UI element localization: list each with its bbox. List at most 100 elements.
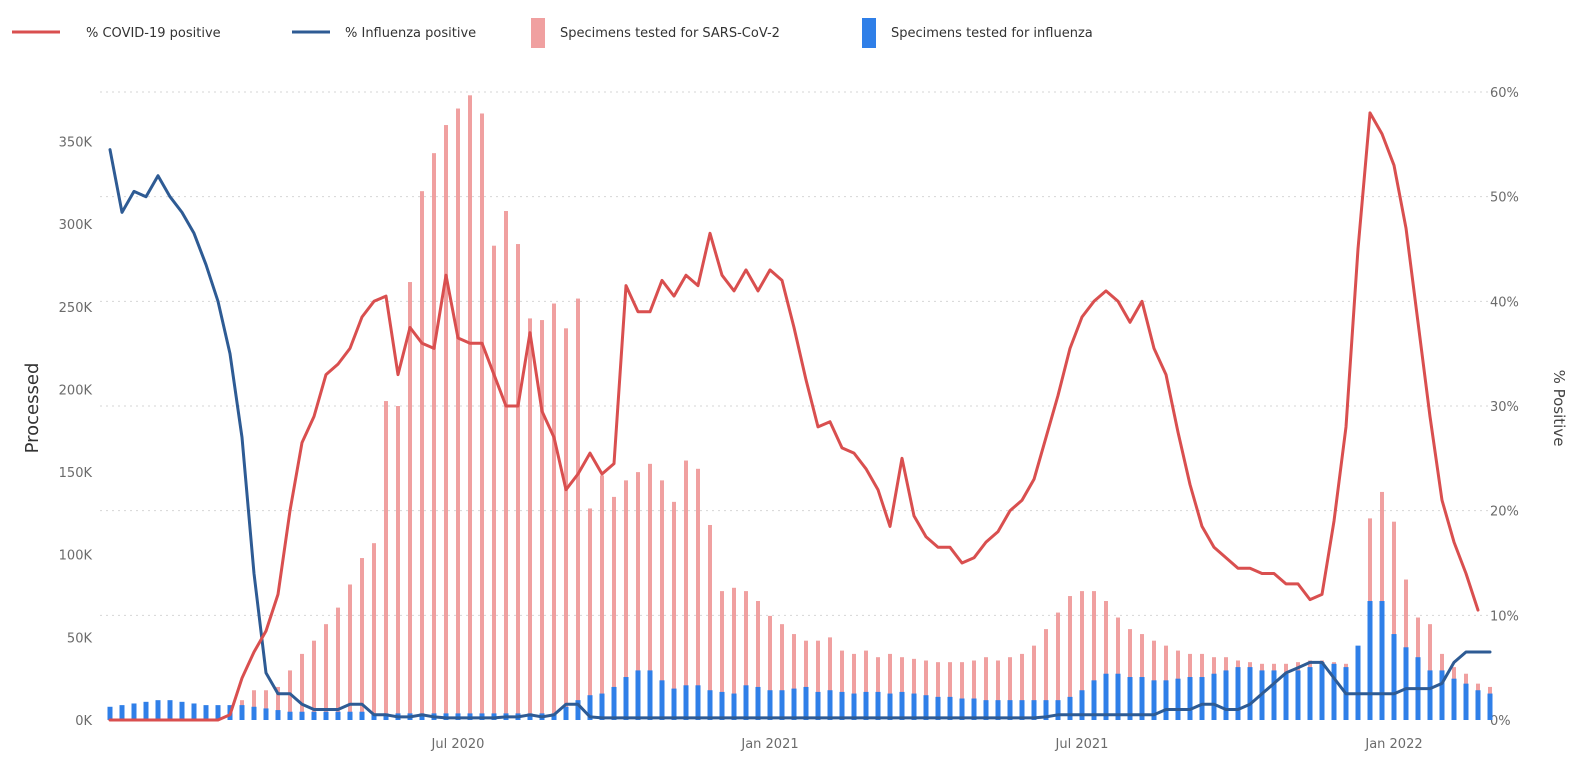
influenza-bar <box>1295 670 1301 720</box>
sars-cov-2-bar <box>1092 591 1096 720</box>
influenza-bar <box>899 691 905 720</box>
sars-cov-2-bar <box>1008 657 1012 720</box>
sars-cov-2-bar <box>828 637 832 720</box>
y-right-tick-label: 20% <box>1490 505 1519 520</box>
influenza-bar <box>107 706 113 720</box>
influenza-bar <box>995 700 1001 720</box>
y-left-tick-label: 0K <box>75 714 92 729</box>
influenza-bar <box>743 685 749 720</box>
influenza-bar <box>647 670 653 720</box>
legend-label-sars-cov-2-tested: Specimens tested for SARS-CoV-2 <box>560 26 780 41</box>
influenza-bar <box>1475 690 1481 720</box>
sars-cov-2-bar <box>912 658 916 720</box>
sars-cov-2-bar <box>1068 596 1072 720</box>
influenza-bar <box>659 680 665 720</box>
influenza-bar <box>143 701 149 720</box>
influenza-bar <box>275 710 281 720</box>
influenza-bar <box>1223 670 1229 720</box>
influenza-bar <box>119 705 125 720</box>
influenza-bar <box>131 703 137 720</box>
influenza-bar <box>1031 700 1037 720</box>
legend: % COVID-19 positive % Influenza positive… <box>12 18 1093 48</box>
influenza-bar <box>239 705 245 720</box>
influenza-bar <box>851 693 857 720</box>
covid-positive-line <box>108 111 1480 722</box>
influenza-bar <box>863 691 869 720</box>
influenza-bar <box>827 690 833 720</box>
sars-cov-2-bar <box>972 660 976 720</box>
sars-cov-2-bar <box>600 475 604 720</box>
sars-cov-2-bar <box>816 640 820 720</box>
sars-cov-2-bar <box>648 463 652 720</box>
influenza-bar <box>1319 662 1325 720</box>
sars-cov-2-bar <box>720 591 724 720</box>
y-left-tick-label: 300K <box>59 218 93 233</box>
influenza-bar <box>1007 700 1013 720</box>
influenza-bar <box>971 698 977 720</box>
y-right-tick-label: 10% <box>1490 609 1519 624</box>
sars-cov-2-bar <box>420 191 424 720</box>
sars-cov-2-bar <box>312 640 316 720</box>
influenza-bar <box>887 693 893 720</box>
sars-cov-2-bar <box>900 657 904 720</box>
influenza-bar <box>875 691 881 720</box>
influenza-bar <box>203 705 209 720</box>
sars-cov-2-bar <box>660 480 664 720</box>
sars-cov-2-bar <box>696 468 700 720</box>
legend-item-covid-positive: % COVID-19 positive <box>12 26 221 41</box>
sars-cov-2-bar <box>396 406 400 720</box>
y-right-tick-label: 50% <box>1490 191 1519 206</box>
influenza-bar <box>959 698 965 720</box>
sars-cov-2-bar <box>588 508 592 720</box>
sars-cov-2-bar <box>888 653 892 720</box>
x-tick-label: Jul 2021 <box>1055 737 1109 752</box>
influenza-bar <box>1355 645 1361 720</box>
influenza-bar <box>683 685 689 720</box>
sars-cov-2-bar <box>960 662 964 720</box>
influenza-bar <box>719 691 725 720</box>
x-axis: Jul 2020 Jan 2021 Jul 2021 Jan 2022 <box>431 737 1423 752</box>
influenza-bar <box>707 690 713 720</box>
influenza-bar <box>1127 677 1133 720</box>
sars-cov-2-bar <box>936 662 940 720</box>
sars-cov-2-bar <box>1080 591 1084 720</box>
sars-cov-2-bar <box>468 95 472 721</box>
sars-cov-2-bar <box>492 245 496 720</box>
y-left-tick-label: 50K <box>67 631 93 646</box>
influenza-bar <box>671 688 677 720</box>
sars-cov-2-bar <box>684 460 688 720</box>
influenza-bar <box>1091 680 1097 720</box>
influenza-bar <box>983 700 989 720</box>
influenza-bar <box>1283 673 1289 720</box>
influenza-bar <box>791 688 797 720</box>
influenza-bar <box>839 691 845 720</box>
sars-cov-2-bar <box>756 601 760 720</box>
influenza-bar <box>575 700 581 720</box>
influenza-bar <box>935 696 941 720</box>
sars-cov-2-bar <box>480 113 484 721</box>
sars-cov-2-bar <box>528 318 532 720</box>
sars-cov-2-bar <box>624 480 628 720</box>
sars-cov-2-bar <box>540 320 544 720</box>
sars-cov-2-bar <box>984 657 988 720</box>
influenza-bar <box>1247 667 1253 720</box>
y-axis-left-title: Processed <box>22 363 43 454</box>
influenza-bar <box>1151 680 1157 720</box>
influenza-bar <box>419 713 425 720</box>
sars-cov-2-bar <box>672 501 676 720</box>
influenza-bar <box>323 711 329 720</box>
sars-cov-2-bar <box>504 210 508 720</box>
sars-cov-2-bar <box>1128 629 1132 720</box>
sars-cov-2-bar <box>1044 629 1048 720</box>
sars-cov-2-bar <box>372 543 376 720</box>
sars-cov-2-bar <box>444 125 448 721</box>
sars-cov-2-bar <box>384 401 388 720</box>
influenza-bar <box>1271 670 1277 720</box>
sars-cov-2-bar <box>876 657 880 720</box>
y-left-tick-label: 250K <box>59 301 93 316</box>
influenza-bar <box>695 685 701 720</box>
sars-cov-2-bar <box>996 660 1000 720</box>
influenza-positive-line <box>108 148 1492 720</box>
influenza-bar <box>1187 677 1193 720</box>
sars-cov-2-bar <box>300 653 304 720</box>
